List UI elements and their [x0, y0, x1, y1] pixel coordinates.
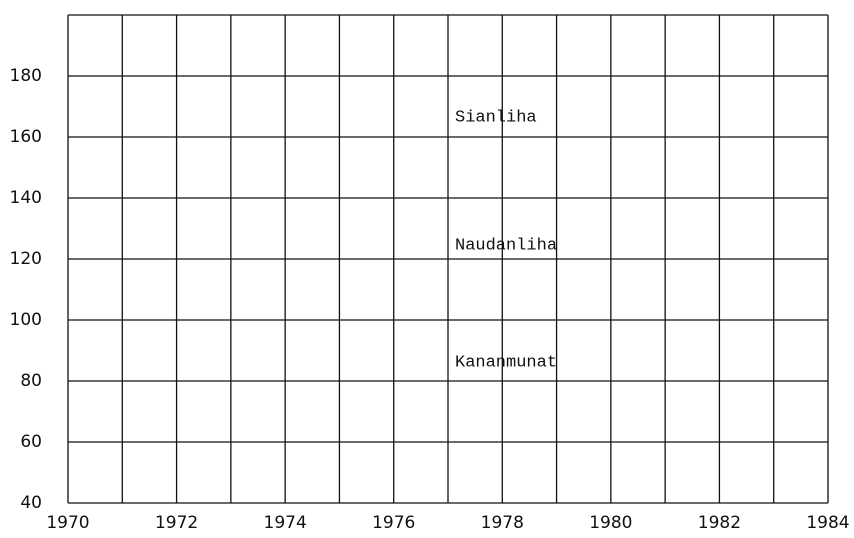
- y-tick-label: 140: [10, 188, 42, 208]
- x-tick-label: 1976: [372, 513, 415, 533]
- x-tick-label: 1984: [806, 513, 849, 533]
- y-tick-label: 60: [20, 432, 42, 452]
- x-tick-label: 1978: [481, 513, 524, 533]
- x-tick-label: 1982: [698, 513, 741, 533]
- y-tick-label: 100: [10, 310, 42, 330]
- x-tick-label: 1980: [589, 513, 632, 533]
- series-label: Sianliha: [455, 108, 537, 127]
- series-label: Naudanliha: [455, 236, 557, 255]
- y-tick-label: 120: [10, 249, 42, 269]
- x-tick-label: 1974: [264, 513, 307, 533]
- series-label: Kananmunat: [455, 353, 557, 372]
- x-tick-label: 1972: [155, 513, 198, 533]
- x-tick-label: 1970: [46, 513, 89, 533]
- y-tick-label: 80: [20, 371, 42, 391]
- y-tick-label: 180: [10, 66, 42, 86]
- y-tick-label: 160: [10, 127, 42, 147]
- y-tick-label: 40: [20, 493, 42, 513]
